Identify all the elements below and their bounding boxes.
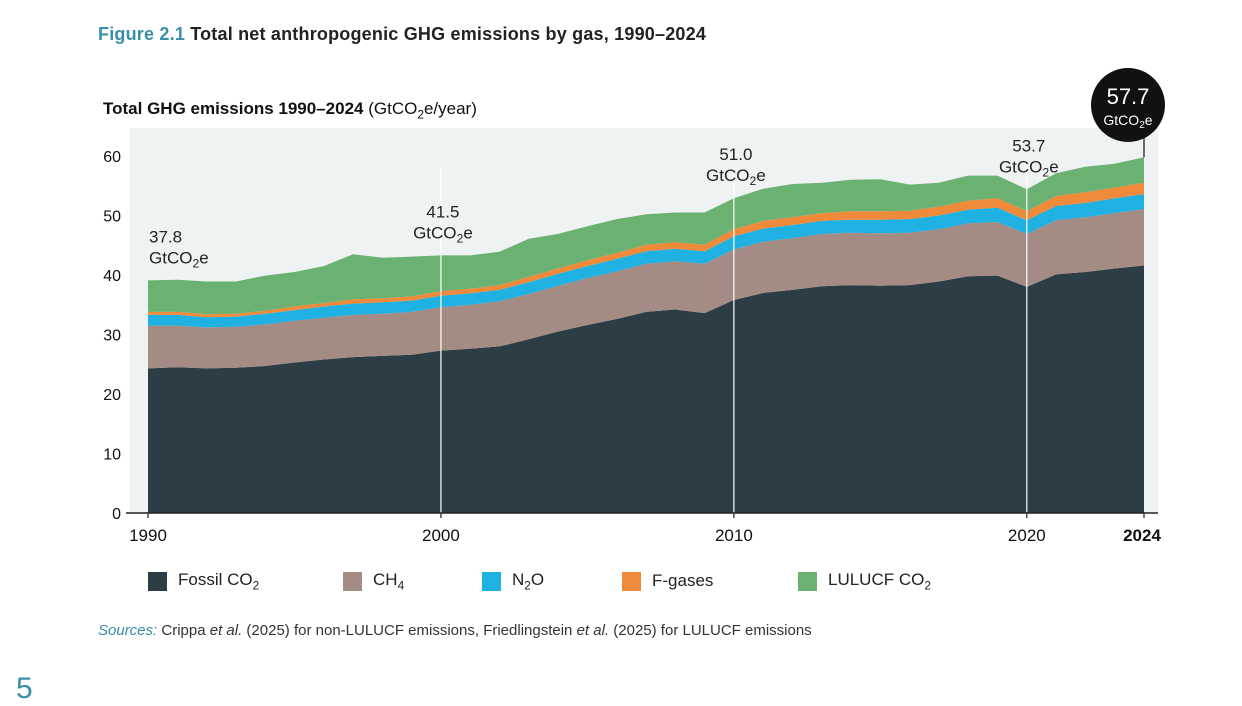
sources-note: Sources: Crippa et al. (2025) for non-LU… bbox=[98, 622, 812, 639]
chart-title-text: Total GHG emissions 1990–2024 bbox=[103, 99, 364, 118]
legend-item-3: F-gases bbox=[622, 569, 713, 593]
sources-text: Crippa et al. (2025) for non-LULUCF emis… bbox=[161, 622, 812, 639]
area-series-3 bbox=[148, 182, 1144, 318]
emissions-stacked-area-chart: 0 10 20 30 40 50 60 1990 2000 2010 2020 2024 37.8 GtC… bbox=[103, 68, 1165, 545]
legend-swatch-3 bbox=[622, 571, 641, 591]
annotation-unit-3: GtCO2e bbox=[999, 157, 1059, 179]
annotation-value-3: 53.7 bbox=[1012, 136, 1045, 155]
page-number: 5 bbox=[16, 672, 33, 705]
highlight-total-badge bbox=[1091, 68, 1165, 142]
y-tick-label-0: 0 bbox=[112, 506, 121, 523]
annotation-value-0: 37.8 bbox=[149, 227, 182, 246]
legend-label-1: CH4 bbox=[373, 569, 405, 593]
y-tick-label-3: 30 bbox=[103, 328, 121, 345]
y-tick-label-1: 10 bbox=[103, 447, 121, 464]
annotation-unit-0: GtCO2e bbox=[149, 248, 209, 270]
legend-label-0: Fossil CO2 bbox=[178, 569, 260, 593]
annotation-unit-1: GtCO2e bbox=[413, 223, 473, 245]
annotation-value-1: 41.5 bbox=[426, 202, 459, 221]
area-series-4 bbox=[148, 157, 1144, 315]
figure-number: Figure 2.1 bbox=[98, 24, 186, 44]
chart-title-unit: (GtCO2e/year) bbox=[368, 99, 477, 122]
area-series-0 bbox=[148, 265, 1144, 513]
legend-swatch-4 bbox=[798, 571, 817, 591]
annotation-value-2: 51.0 bbox=[719, 145, 752, 164]
y-tick-label-4: 40 bbox=[103, 268, 121, 285]
y-tick-label-6: 60 bbox=[103, 149, 121, 166]
x-tick-label-3: 2020 bbox=[1008, 526, 1046, 545]
figure-title: Figure 2.1 Total net anthropogenic GHG e… bbox=[98, 24, 706, 45]
legend-swatch-0 bbox=[148, 571, 167, 591]
legend-item-1: CH4 bbox=[343, 569, 404, 593]
y-tick-label-2: 20 bbox=[103, 387, 121, 404]
legend-swatch-2 bbox=[482, 571, 501, 591]
area-series-2 bbox=[148, 194, 1144, 328]
chart-title: Total GHG emissions 1990–2024 (GtCO2e/ye… bbox=[103, 99, 477, 121]
legend-swatch-1 bbox=[343, 571, 362, 591]
chart-legend: Fossil CO2 CH4 N2O F-gases LULUCF CO2 bbox=[148, 569, 1148, 593]
legend-item-2: N2O bbox=[482, 569, 544, 593]
area-series-1 bbox=[148, 209, 1144, 369]
legend-label-3: F-gases bbox=[652, 571, 714, 590]
y-tick-label-5: 50 bbox=[103, 209, 121, 226]
figure-title-text: Total net anthropogenic GHG emissions by… bbox=[190, 24, 707, 44]
legend-item-4: LULUCF CO2 bbox=[798, 569, 931, 593]
legend-label-2: N2O bbox=[512, 569, 545, 593]
sources-label: Sources: bbox=[98, 622, 158, 639]
annotation-unit-2: GtCO2e bbox=[706, 166, 766, 188]
x-tick-label-4: 2024 bbox=[1123, 526, 1161, 545]
legend-item-0: Fossil CO2 bbox=[148, 569, 259, 593]
annotation-unit-4: GtCO2e bbox=[1103, 112, 1152, 131]
annotation-value-4: 57.7 bbox=[1107, 84, 1150, 109]
x-tick-label-0: 1990 bbox=[129, 526, 167, 545]
x-tick-label-1: 2000 bbox=[422, 526, 460, 545]
legend-label-4: LULUCF CO2 bbox=[828, 569, 931, 593]
x-tick-label-2: 2010 bbox=[715, 526, 753, 545]
